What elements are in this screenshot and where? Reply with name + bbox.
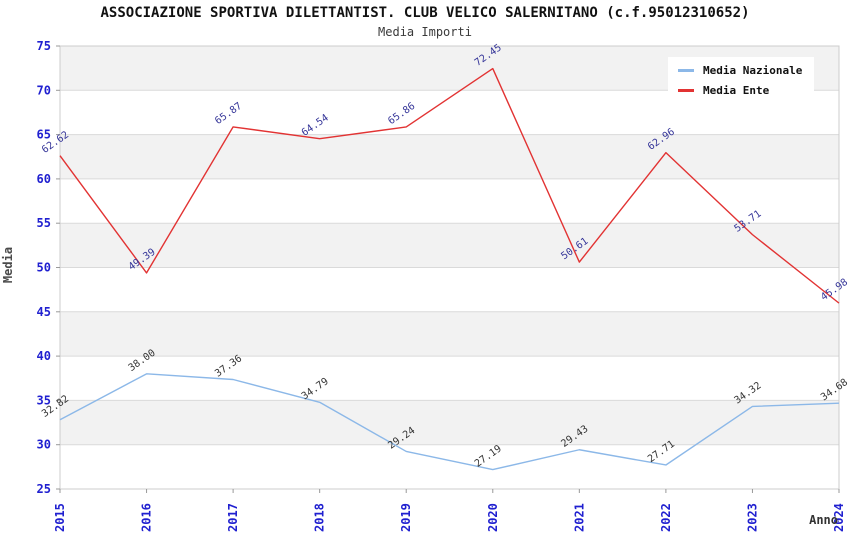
series-line-media-nazionale — [59, 373, 840, 471]
legend-label-ente: Media Ente — [703, 84, 770, 97]
y-tick-label: 75 — [37, 39, 51, 53]
y-tick-label: 45 — [37, 305, 51, 319]
x-tick-label: 2017 — [226, 503, 240, 532]
legend-swatch-nazionale-icon — [678, 69, 694, 72]
y-tick-label: 25 — [37, 482, 51, 496]
y-tick-label: 35 — [37, 393, 51, 407]
grid-band — [60, 400, 839, 445]
y-tick-label: 65 — [37, 128, 51, 142]
chart-title: ASSOCIAZIONE SPORTIVA DILETTANTIST. CLUB… — [100, 5, 750, 21]
x-tick-label: 2021 — [572, 503, 586, 532]
x-tick-label: 2015 — [53, 503, 67, 532]
y-tick-label: 50 — [37, 261, 51, 275]
point-label: 34.79 — [300, 376, 331, 402]
grid-band — [60, 134, 839, 179]
legend-item-media-ente: Media Ente — [678, 84, 802, 97]
chart-subtitle: Media Importi — [378, 25, 472, 39]
x-tick-label: 2024 — [832, 503, 846, 532]
y-tick-label: 30 — [37, 438, 51, 452]
point-label: 65.87 — [213, 101, 244, 127]
grid-band — [60, 311, 839, 357]
point-label: 37.36 — [213, 353, 244, 379]
x-tick-label: 2023 — [745, 503, 759, 532]
x-tick-label: 2019 — [399, 503, 413, 532]
x-tick-label: 2018 — [313, 503, 327, 532]
series-line-media-ente — [59, 67, 840, 304]
x-tick-label: 2016 — [140, 503, 154, 532]
point-label: 27.19 — [473, 443, 504, 469]
grid-band — [60, 223, 839, 268]
legend: Media Nazionale Media Ente — [668, 57, 815, 104]
legend-item-media-nazionale: Media Nazionale — [678, 64, 802, 77]
legend-label-nazionale: Media Nazionale — [703, 64, 803, 77]
x-axis-title: Anno — [809, 513, 838, 527]
y-tick-label: 40 — [37, 349, 51, 363]
legend-swatch-ente-icon — [678, 89, 694, 92]
x-tick-label: 2022 — [659, 503, 673, 532]
y-tick-label: 70 — [37, 83, 51, 97]
y-tick-label: 60 — [37, 172, 51, 186]
y-tick-label: 55 — [37, 216, 51, 230]
x-tick-label: 2020 — [486, 503, 500, 532]
point-label: 34.68 — [819, 377, 850, 403]
